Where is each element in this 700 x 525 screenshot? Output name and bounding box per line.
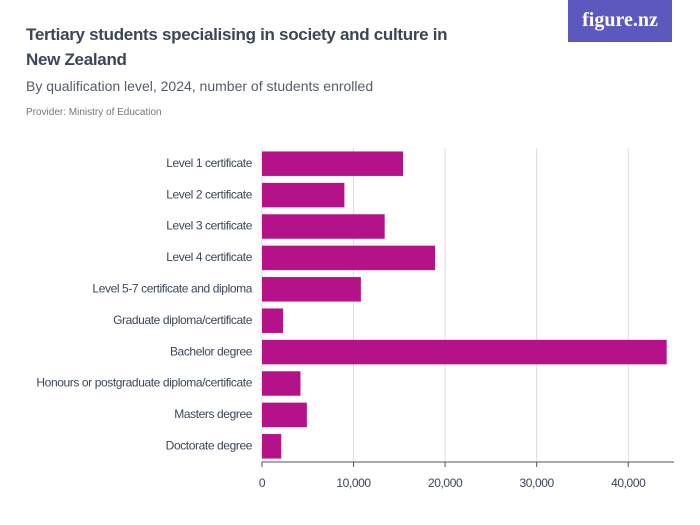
bar <box>262 151 403 176</box>
logo[interactable]: figure.nz <box>568 0 672 42</box>
bar <box>262 434 282 459</box>
y-tick-label: Masters degree <box>174 407 252 421</box>
bar <box>262 339 667 365</box>
y-tick-label: Graduate diploma/certificate <box>113 313 253 327</box>
source: Provider: Ministry of Education <box>26 107 162 118</box>
y-tick-label: Level 2 certificate <box>166 187 253 201</box>
y-tick-label: Level 5-7 certificate and diploma <box>92 281 252 295</box>
bar <box>262 371 301 396</box>
y-tick-label: Level 3 certificate <box>166 219 253 233</box>
y-tick-label: Bachelor degree <box>170 344 253 358</box>
x-tick-label: 40,000 <box>611 476 646 490</box>
bar <box>262 308 284 333</box>
chart-title: Tertiary students specialising in societ… <box>26 25 448 69</box>
bar <box>262 277 361 302</box>
bar <box>262 182 345 208</box>
bar <box>262 402 307 428</box>
y-tick-label: Level 4 certificate <box>166 250 253 264</box>
y-tick-label: Honours or postgraduate diploma/certific… <box>36 376 252 390</box>
x-tick-label: 0 <box>259 476 266 490</box>
x-tick-label: 30,000 <box>520 476 555 490</box>
x-tick-label: 20,000 <box>428 476 463 490</box>
bar <box>262 245 436 271</box>
chart-subtitle: By qualification level, 2024, number of … <box>26 78 374 94</box>
bar <box>262 214 385 239</box>
y-tick-label: Doctorate degree <box>166 438 253 452</box>
x-tick-label: 10,000 <box>336 476 371 490</box>
y-tick-label: Level 1 certificate <box>166 156 253 170</box>
